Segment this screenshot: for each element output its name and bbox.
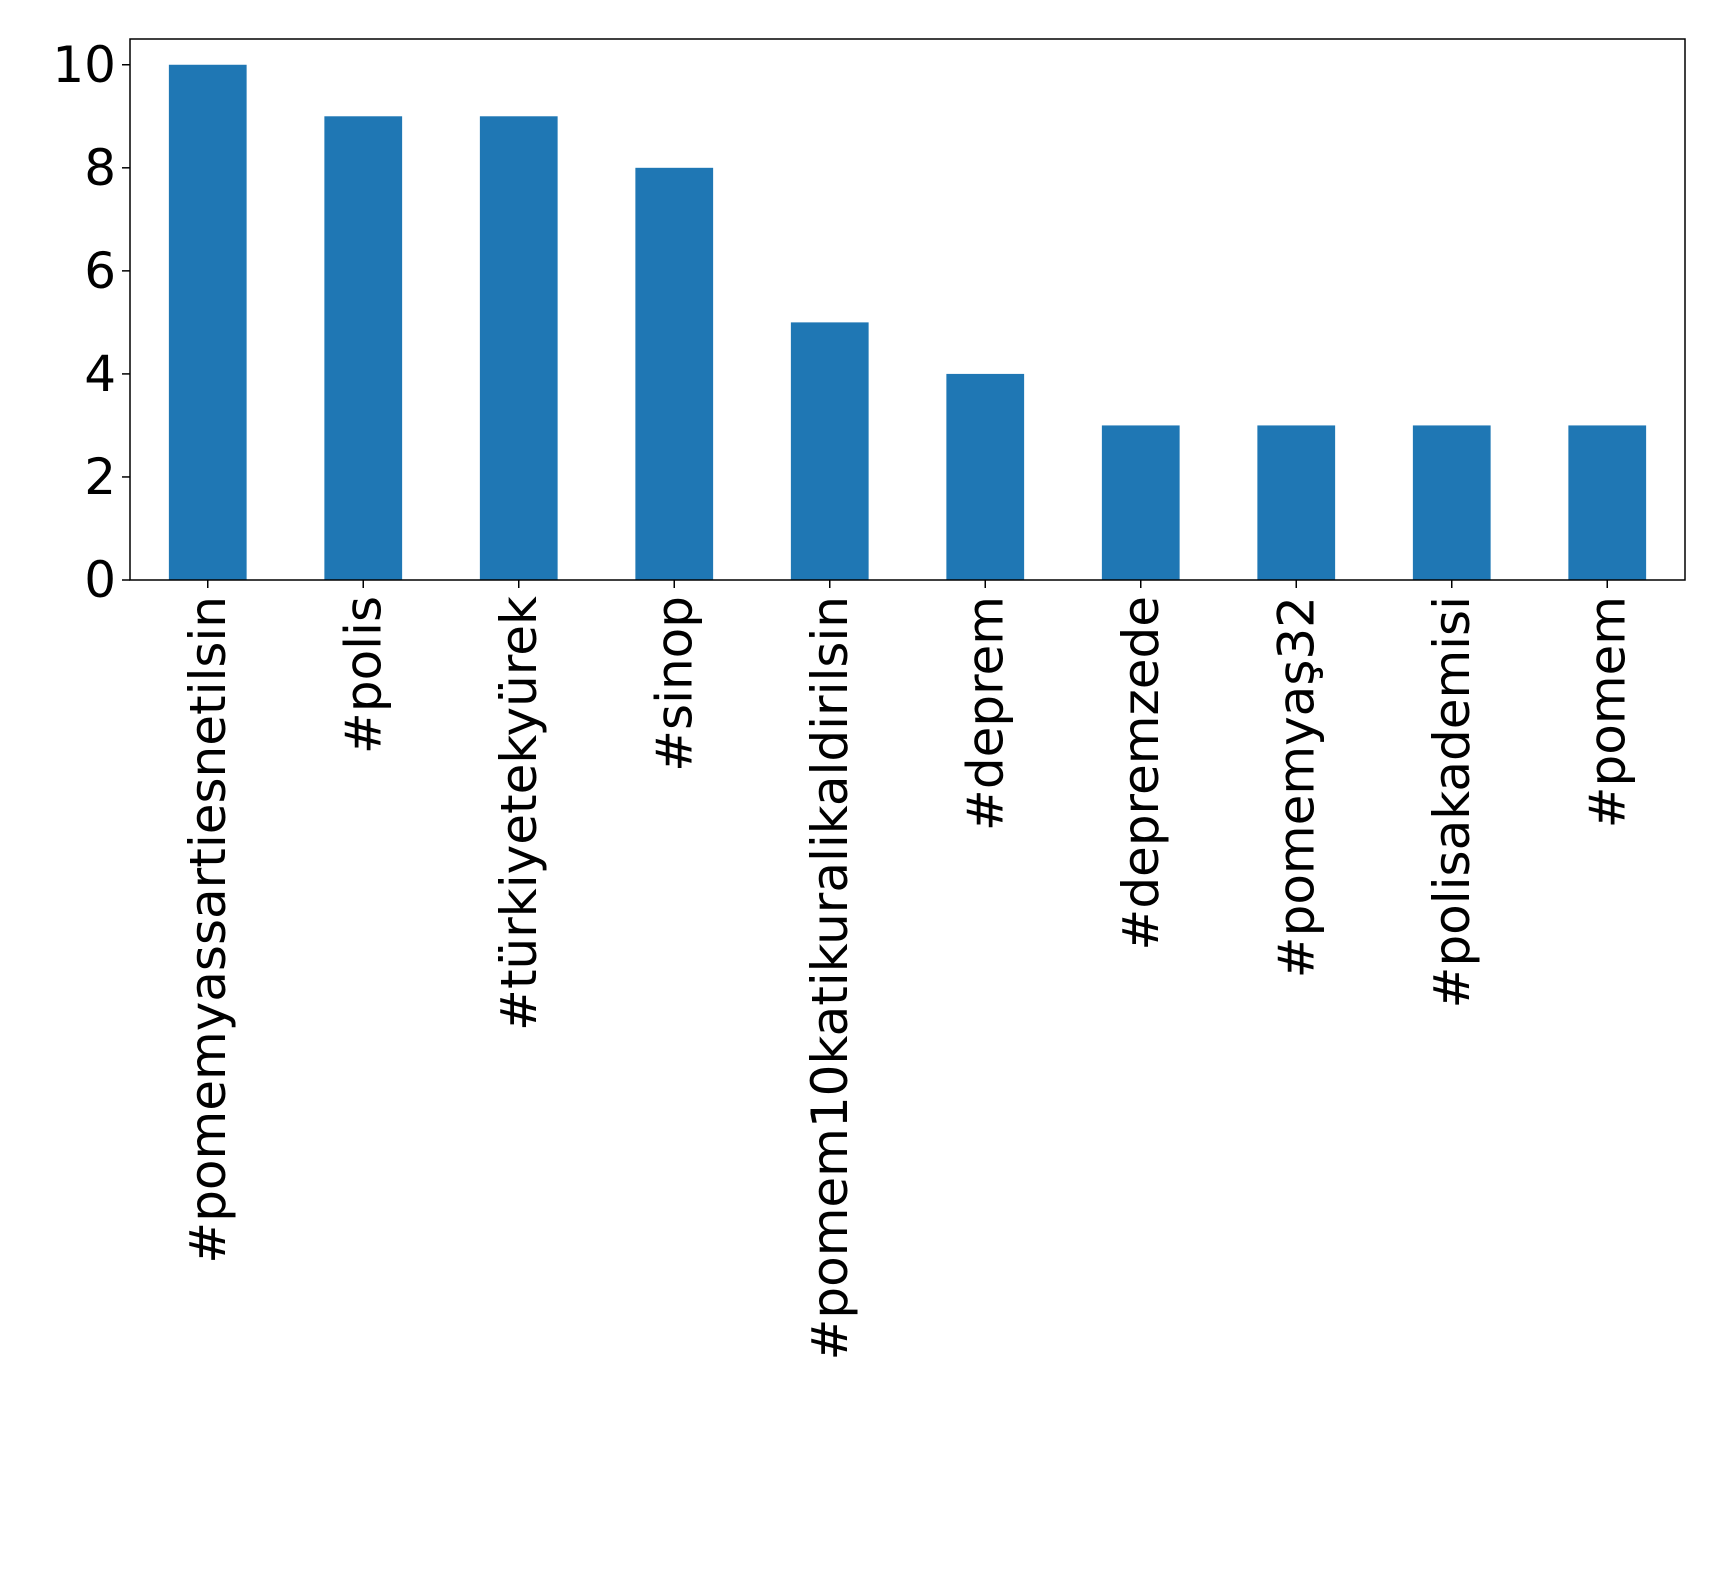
bar-0 — [168, 64, 247, 580]
x-tick-label-1: #polis — [334, 596, 392, 754]
x-tick-label-2: #türkiyetekyürek — [490, 596, 548, 1031]
y-tick-label-5: 10 — [52, 36, 116, 94]
bar-2 — [479, 116, 558, 581]
bar-5 — [946, 373, 1025, 580]
x-tick-label-4: #pomem10katikuralikaldirilsin — [801, 596, 859, 1361]
bar-8 — [1412, 425, 1491, 580]
bar-4 — [790, 322, 869, 580]
y-tick-label-1: 2 — [84, 448, 116, 506]
bar-1 — [324, 116, 403, 581]
x-tick-label-6: #depremzede — [1112, 596, 1170, 951]
y-tick-label-4: 8 — [84, 139, 116, 197]
bars-group — [168, 64, 1647, 581]
y-axis-ticks: 0 2 4 6 8 10 — [52, 36, 130, 609]
bar-7 — [1257, 425, 1336, 580]
y-tick-label-3: 6 — [84, 242, 116, 300]
x-axis-ticks: #pomemyassartiesnetilsin #polis #türkiyete… — [179, 580, 1636, 1361]
x-tick-label-3: #sinop — [645, 596, 703, 772]
bar-3 — [635, 167, 714, 581]
x-tick-label-5: #deprem — [956, 596, 1014, 831]
x-tick-label-9: #pomem — [1578, 596, 1636, 828]
x-tick-label-7: #pomemyaş32 — [1267, 596, 1325, 978]
bar-9 — [1568, 425, 1647, 580]
x-tick-label-0: #pomemyassartiesnetilsin — [179, 596, 237, 1264]
x-tick-label-8: #polisakademisi — [1423, 596, 1481, 1008]
plot-area-frame — [129, 38, 1686, 581]
y-tick-label-2: 4 — [84, 345, 116, 403]
y-tick-label-0: 0 — [84, 551, 116, 609]
bar-6 — [1101, 425, 1180, 580]
